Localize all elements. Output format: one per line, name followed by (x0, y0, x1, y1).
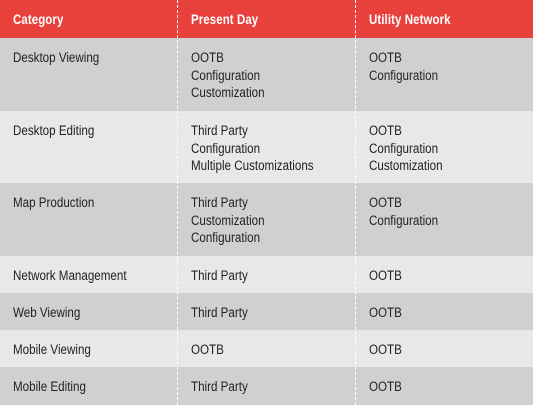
row-category: Desktop Viewing (13, 50, 100, 65)
utility-line: OOTB (369, 50, 402, 65)
row-present-day: Third Party Configuration Multiple Custo… (191, 122, 314, 175)
row-utility-network: OOTB Configuration Customization (369, 122, 443, 175)
column-divider (177, 0, 178, 405)
row-present-day: Third Party (191, 268, 248, 283)
table-row: Mobile Viewing OOTB OOTB (0, 330, 533, 367)
row-utility-network: OOTB (369, 379, 402, 394)
present-line: OOTB (191, 50, 224, 65)
row-utility-network: OOTB Configuration (369, 49, 438, 84)
utility-line: OOTB (369, 123, 402, 138)
table-row: Desktop Editing Third Party Configuratio… (0, 111, 533, 183)
table-row: Map Production Third Party Customization… (0, 183, 533, 256)
row-present-day: OOTB Configuration Customization (191, 49, 265, 102)
table-row: Mobile Editing Third Party OOTB (0, 367, 533, 405)
table-header: Category Present Day Utility Network (0, 0, 533, 38)
table-row: Network Management Third Party OOTB (0, 256, 533, 293)
header-category: Category (13, 11, 64, 27)
present-line: Multiple Customizations (191, 158, 314, 173)
row-present-day: Third Party (191, 305, 248, 320)
column-divider (355, 0, 356, 405)
row-category: Web Viewing (13, 305, 81, 320)
table-row: Desktop Viewing OOTB Configuration Custo… (0, 38, 533, 111)
table-row: Web Viewing Third Party OOTB (0, 293, 533, 330)
row-present-day: OOTB (191, 342, 224, 357)
present-line: Customization (191, 212, 265, 228)
present-line: Configuration (191, 230, 261, 245)
row-utility-network: OOTB (369, 342, 402, 357)
row-category: Network Management (13, 268, 127, 283)
header-present-day: Present Day (191, 11, 259, 27)
utility-line: Configuration (369, 140, 439, 156)
utility-line: Customization (369, 158, 443, 173)
row-category: Desktop Editing (13, 123, 95, 138)
utility-line: Configuration (369, 67, 439, 83)
row-category: Mobile Editing (13, 379, 86, 394)
row-category: Map Production (13, 195, 95, 210)
row-present-day: Third Party (191, 379, 248, 394)
present-line: Third Party (191, 123, 248, 138)
utility-line: OOTB (369, 195, 402, 210)
row-category: Mobile Viewing (13, 342, 91, 357)
present-line: Customization (191, 85, 265, 100)
row-present-day: Third Party Customization Configuration (191, 194, 265, 247)
present-line: Configuration (191, 67, 261, 83)
row-utility-network: OOTB (369, 268, 402, 283)
row-utility-network: OOTB (369, 305, 402, 320)
header-utility-network: Utility Network (369, 11, 451, 27)
row-utility-network: OOTB Configuration (369, 194, 438, 229)
utility-line: Configuration (369, 212, 439, 228)
present-line: Configuration (191, 140, 261, 156)
present-line: Third Party (191, 195, 248, 210)
